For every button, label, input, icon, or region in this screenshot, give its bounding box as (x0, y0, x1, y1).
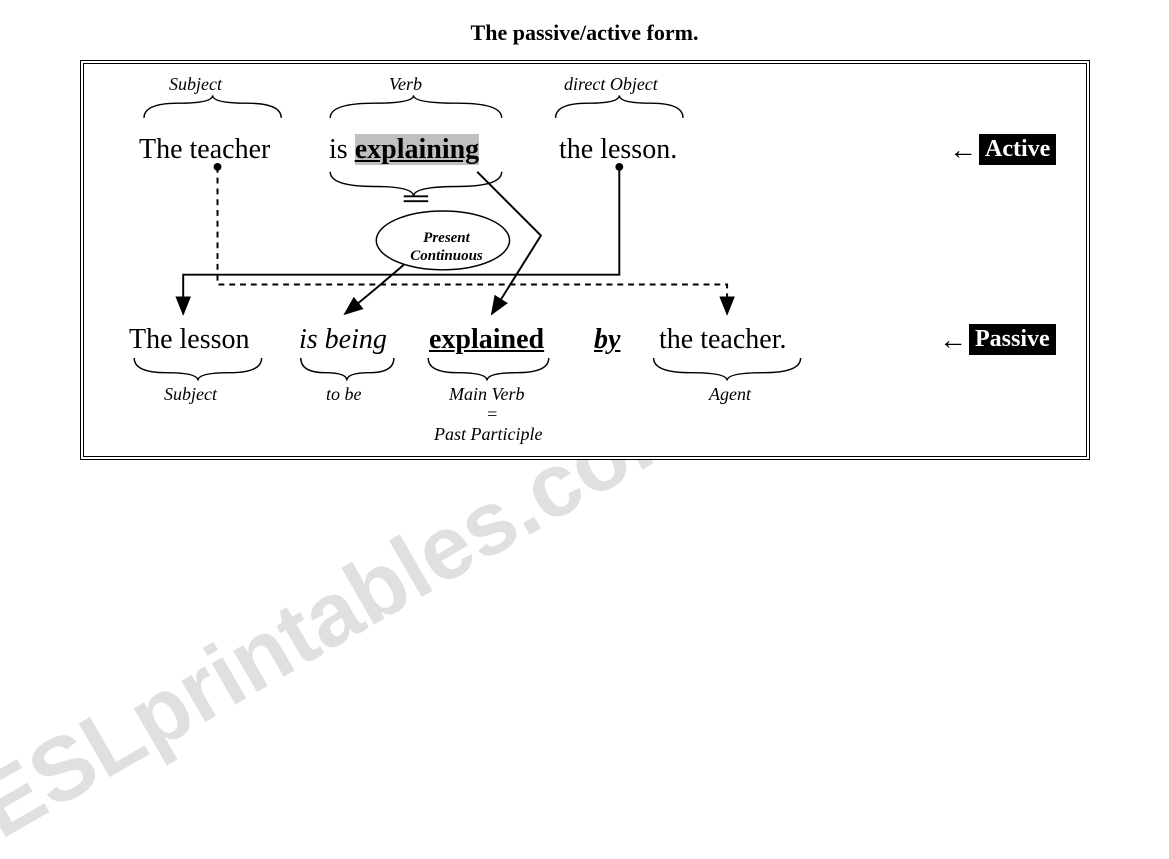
passive-label-mainverb: Main Verb (449, 384, 525, 405)
passive-label-agent: Agent (709, 384, 751, 405)
passive-by: by (594, 324, 620, 356)
diagram-svg (84, 64, 1086, 456)
passive-agent: the teacher. (659, 324, 786, 356)
active-label-subject: Subject (169, 74, 222, 95)
passive-label-pastpart: Past Participle (434, 424, 542, 445)
tense-label: Present Continuous (409, 229, 484, 265)
badge-active: Active (979, 134, 1056, 165)
passive-subject: The lesson (129, 324, 250, 356)
active-main-verb: explaining (355, 134, 479, 165)
active-object: the lesson. (559, 134, 677, 166)
active-label-verb: Verb (389, 74, 422, 95)
arrow-active: ← (949, 134, 977, 166)
passive-label-tobe: to be (326, 384, 362, 405)
badge-passive: Passive (969, 324, 1056, 355)
arrow-passive: ← (939, 324, 967, 356)
active-label-object: direct Object (564, 74, 658, 95)
passive-label-subject: Subject (164, 384, 217, 405)
passive-label-equals: = (486, 404, 498, 425)
passive-verb: explained (429, 324, 544, 356)
page-title: The passive/active form. (0, 0, 1169, 56)
passive-tobe: is being (299, 324, 387, 356)
active-subject: The teacher (139, 134, 270, 166)
active-aux: is explaining (329, 134, 479, 166)
diagram-container: Subject Verb direct Object The teacher i… (80, 60, 1090, 460)
